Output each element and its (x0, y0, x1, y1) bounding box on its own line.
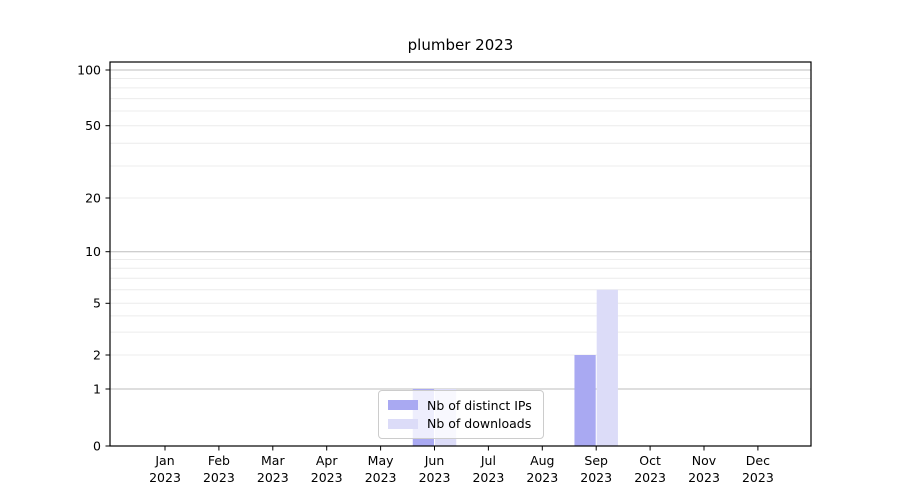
x-tick-label-month: May (368, 453, 394, 468)
legend: Nb of distinct IPs Nb of downloads (378, 390, 544, 439)
x-tick-label-month: Aug (530, 453, 554, 468)
x-tick-label-year: 2023 (526, 470, 558, 485)
x-tick-label-year: 2023 (688, 470, 720, 485)
y-tick-label: 2 (93, 347, 101, 362)
x-tick-label-month: Apr (316, 453, 338, 468)
legend-item-downloads: Nb of downloads (388, 416, 534, 431)
bar-distinct-ips-sep (574, 355, 596, 446)
x-tick-label-year: 2023 (257, 470, 289, 485)
x-tick-label-year: 2023 (311, 470, 343, 485)
legend-swatch-distinct-ips (388, 400, 418, 411)
x-tick-label-month: Oct (639, 453, 661, 468)
y-tick-label: 0 (93, 438, 101, 453)
y-tick-label: 50 (85, 118, 101, 133)
y-tick-label: 1 (93, 381, 101, 396)
plot-border (109, 61, 812, 447)
y-tick-label: 10 (85, 244, 101, 259)
legend-label-downloads: Nb of downloads (427, 416, 532, 432)
x-tick-label-year: 2023 (203, 470, 235, 485)
x-tick-label-month: Mar (261, 453, 285, 468)
x-tick-label-year: 2023 (149, 470, 181, 485)
x-tick-label-year: 2023 (580, 470, 612, 485)
y-tick-label: 100 (77, 62, 101, 77)
x-tick-label-year: 2023 (419, 470, 451, 485)
x-tick-label-month: Nov (692, 453, 717, 468)
x-tick-label-month: Feb (208, 453, 230, 468)
x-tick-label-month: Jan (154, 453, 174, 468)
y-tick-label: 20 (85, 190, 101, 205)
bar-downloads-sep (596, 289, 618, 446)
x-tick-label-year: 2023 (472, 470, 504, 485)
x-tick-label-month: Dec (746, 453, 770, 468)
x-tick-label-month: Jun (424, 453, 445, 468)
legend-label-distinct-ips: Nb of distinct IPs (427, 397, 532, 413)
x-tick-label-year: 2023 (634, 470, 666, 485)
y-tick-label: 5 (93, 296, 101, 311)
legend-item-distinct-ips: Nb of distinct IPs (388, 398, 534, 413)
legend-swatch-downloads (388, 418, 418, 429)
x-tick-label-year: 2023 (742, 470, 774, 485)
x-tick-label-month: Sep (584, 453, 608, 468)
x-tick-label-month: Jul (480, 453, 496, 468)
chart-title: plumber 2023 (407, 36, 514, 54)
x-tick-label-year: 2023 (365, 470, 397, 485)
